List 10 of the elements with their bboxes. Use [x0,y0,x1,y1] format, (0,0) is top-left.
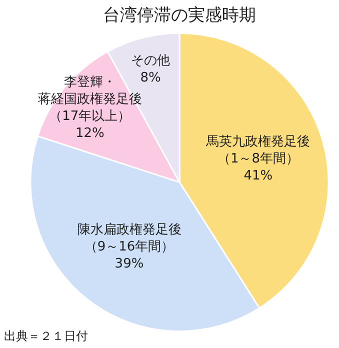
slice-label: 陳水扁政権発足後（9～16年間） [77,222,182,254]
slice-label: 李登輝・蒋経国政権発足後（17年以上） [38,74,142,124]
chart-title: 台湾停滞の実感時期 [103,6,256,26]
source-note: 出典＝２１日付 [4,329,88,343]
data-label: 12% [75,126,104,141]
data-label: 8% [140,70,161,86]
data-label: 39% [114,256,144,272]
slice-label: 馬英九政権発足後（1～8年間） [205,134,310,167]
slice-label: その他 [131,53,170,68]
data-label: 41% [244,168,273,184]
